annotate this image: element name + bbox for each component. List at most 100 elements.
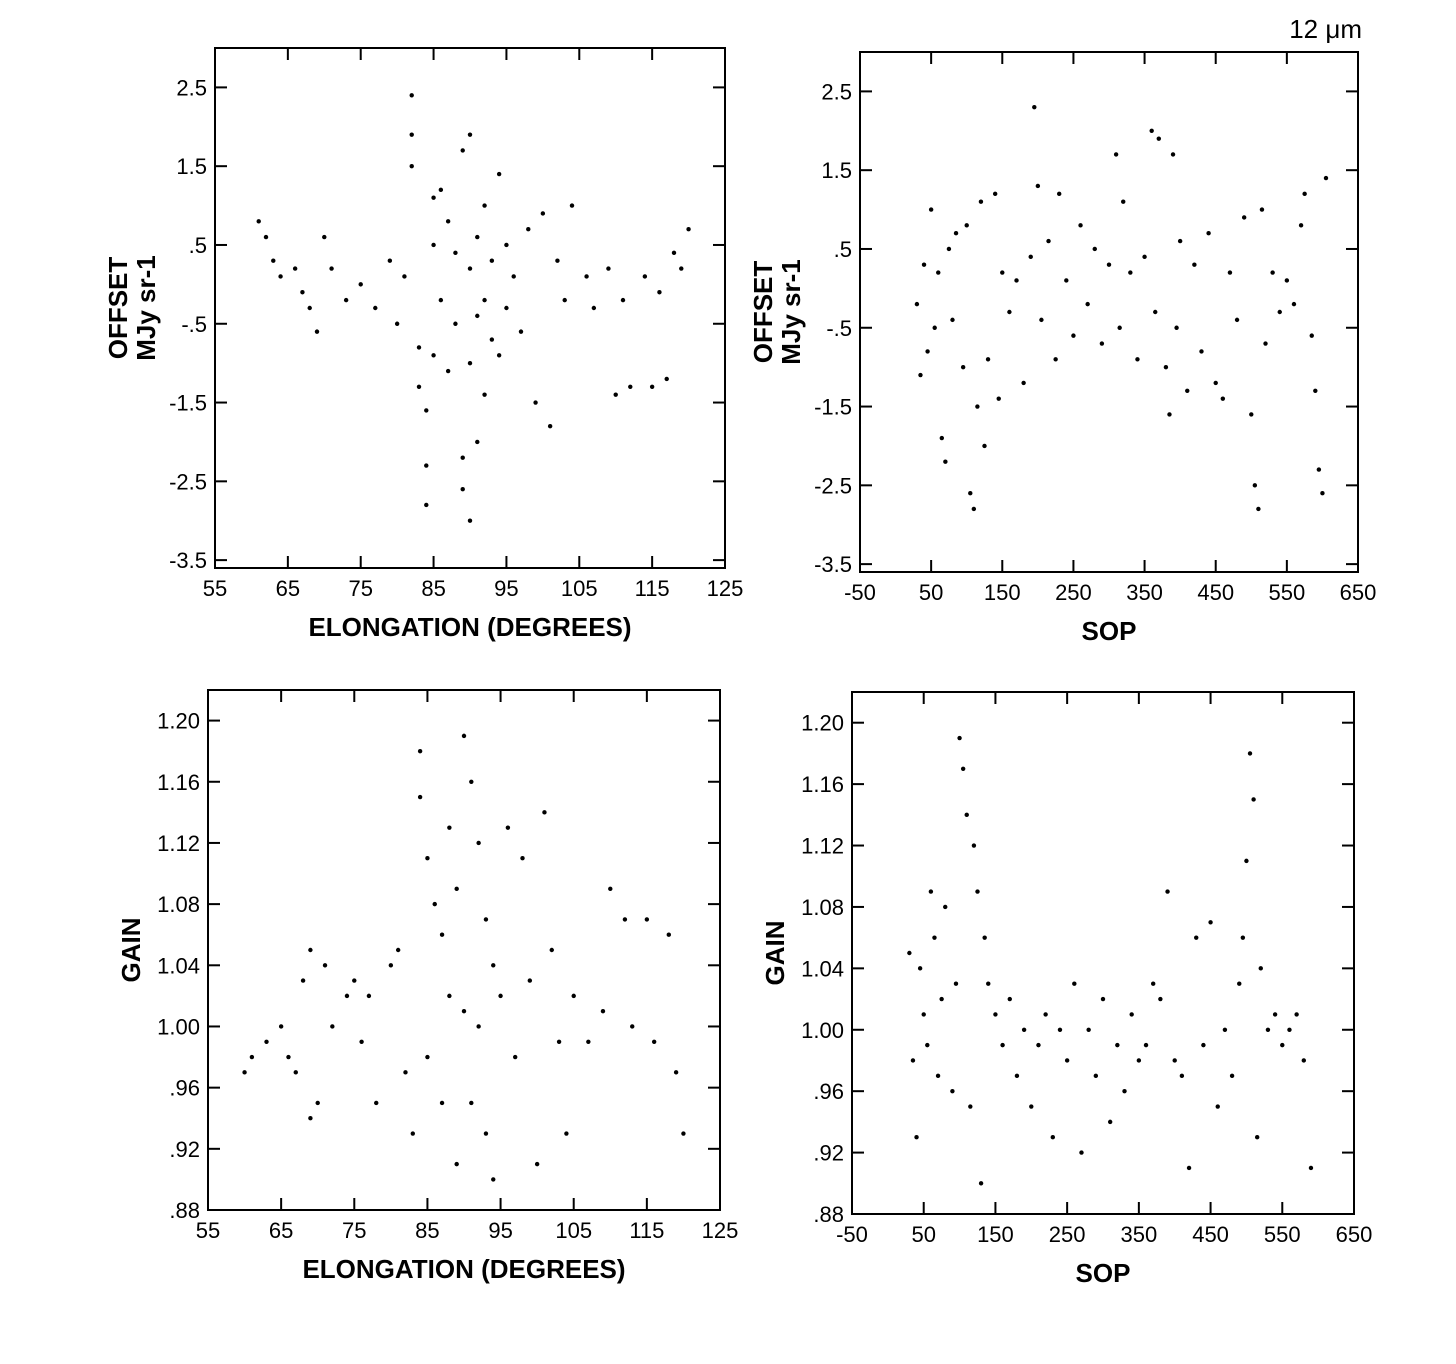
data-point [520, 856, 525, 861]
data-point [975, 404, 980, 409]
data-point [681, 1131, 686, 1136]
data-point [469, 1100, 474, 1106]
data-point [431, 353, 436, 358]
data-point [928, 889, 934, 894]
data-point [483, 917, 489, 922]
data-point [1093, 1073, 1099, 1079]
data-point [935, 1073, 941, 1079]
data-point [1192, 262, 1197, 267]
x-tick-label: -50 [836, 1222, 868, 1247]
data-point [1163, 364, 1169, 370]
x-tick-label: 105 [555, 1218, 592, 1243]
data-point [1220, 396, 1226, 401]
data-point [475, 313, 480, 319]
data-point [424, 463, 429, 468]
x-tick-label: 450 [1192, 1222, 1229, 1247]
x-tick-label: 50 [911, 1222, 935, 1247]
data-point [1320, 491, 1325, 496]
data-point [489, 258, 495, 263]
data-point [943, 904, 948, 910]
y-tick-label: -3.5 [169, 548, 207, 573]
data-point [1158, 996, 1163, 1002]
x-tick-label: 115 [635, 576, 670, 601]
x-axis-title: SOP [1082, 616, 1137, 646]
y-tick-label: .88 [169, 1198, 200, 1223]
data-point [939, 996, 944, 1002]
data-point [1199, 349, 1204, 354]
data-point [374, 1100, 379, 1106]
data-point [914, 301, 920, 307]
data-point [447, 993, 452, 999]
data-point [1050, 1135, 1056, 1140]
data-point [953, 231, 959, 236]
data-point [1029, 1104, 1034, 1109]
data-point [1213, 380, 1218, 386]
data-point [946, 246, 952, 252]
data-point [1028, 254, 1033, 260]
y-tick-label: 1.00 [801, 1018, 844, 1043]
data-point [498, 993, 503, 999]
x-tick-label: 350 [1126, 580, 1163, 605]
data-point [914, 1135, 919, 1140]
data-point [263, 234, 269, 240]
data-point [1265, 1027, 1271, 1032]
y-tick-label: -1.5 [169, 391, 207, 416]
data-point [491, 1177, 496, 1182]
x-tick-label: -50 [844, 580, 876, 605]
y-tick-label: -3.5 [814, 552, 852, 577]
x-tick-label: 250 [1049, 1222, 1086, 1247]
data-point [453, 321, 458, 326]
data-point [1021, 380, 1026, 386]
data-point [410, 1131, 415, 1136]
data-point [527, 978, 533, 983]
data-point [1316, 467, 1322, 472]
plot-frame [214, 47, 726, 569]
data-point [960, 766, 966, 771]
data-point [664, 376, 669, 382]
data-point [461, 733, 467, 739]
data-point [1057, 1027, 1063, 1032]
data-point [1086, 1027, 1091, 1032]
data-point [542, 810, 547, 815]
data-point [533, 400, 538, 405]
data-point [1222, 1027, 1228, 1032]
data-point [483, 1131, 489, 1136]
data-point [1107, 1119, 1113, 1125]
data-point [571, 993, 576, 999]
data-point [1323, 175, 1329, 181]
data-point [950, 317, 955, 323]
data-point [673, 1070, 679, 1075]
data-point [264, 1039, 269, 1044]
x-tick-label: 95 [488, 1218, 512, 1243]
data-point [526, 227, 531, 232]
data-point [985, 357, 991, 362]
data-point [1085, 301, 1090, 307]
y-tick-label: .92 [169, 1137, 200, 1162]
data-point [671, 250, 677, 256]
data-point [504, 305, 509, 311]
data-point [1249, 412, 1254, 417]
data-point [1301, 1058, 1307, 1063]
data-point [1014, 278, 1019, 283]
x-tick-label: 65 [269, 1218, 293, 1243]
data-point [628, 384, 633, 389]
offset-vs-elongation-panel: 55 65 75 85 95 105 115 125 2.5 1.5 .5 -.5 -1.5 -2.5 -3… [103, 47, 743, 642]
data-point [982, 935, 987, 940]
data-point [978, 199, 984, 204]
data-point [978, 1181, 984, 1186]
data-point [278, 274, 283, 279]
data-point [1079, 1150, 1084, 1155]
data-point [278, 1024, 284, 1029]
data-point [409, 132, 414, 137]
x-axis-title: SOP [1076, 1258, 1131, 1288]
data-point [975, 889, 980, 894]
x-tick-label: 350 [1120, 1222, 1157, 1247]
data-point [1287, 1027, 1292, 1032]
data-point [1259, 207, 1265, 212]
data-point [409, 163, 414, 169]
data-point [1174, 325, 1179, 330]
data-point [569, 203, 575, 208]
data-point [300, 978, 306, 983]
y-tick-label: 2.5 [176, 75, 207, 100]
data-point [964, 812, 969, 818]
